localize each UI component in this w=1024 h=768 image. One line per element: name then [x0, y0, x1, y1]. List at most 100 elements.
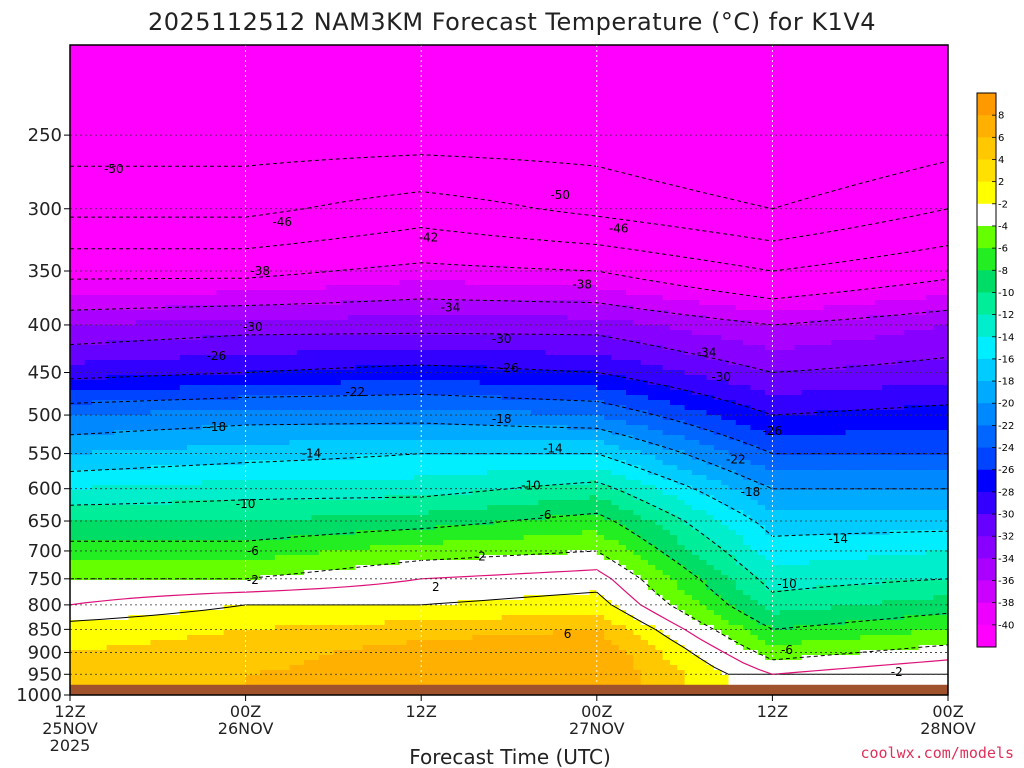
temperature-cell	[99, 315, 107, 321]
temperature-cell	[150, 190, 158, 196]
temperature-cell	[136, 155, 144, 161]
temperature-cell	[297, 125, 305, 131]
temperature-cell	[268, 315, 276, 321]
temperature-cell	[194, 660, 202, 666]
temperature-cell	[311, 165, 319, 171]
temperature-cell	[143, 60, 151, 66]
temperature-cell	[275, 375, 283, 381]
temperature-cell	[209, 230, 217, 236]
temperature-cell	[341, 460, 349, 466]
temperature-cell	[231, 640, 239, 646]
temperature-cell	[297, 100, 305, 106]
temperature-cell	[172, 275, 180, 281]
temperature-cell	[150, 555, 158, 561]
temperature-cell	[341, 180, 349, 186]
temperature-cell	[158, 525, 166, 531]
temperature-cell	[216, 310, 224, 316]
temperature-cell	[114, 250, 122, 256]
temperature-cell	[172, 640, 180, 646]
temperature-cell	[216, 170, 224, 176]
temperature-cell	[187, 400, 195, 406]
temperature-cell	[231, 130, 239, 136]
temperature-cell	[121, 680, 129, 686]
temperature-cell	[150, 160, 158, 166]
temperature-cell	[231, 145, 239, 151]
temperature-cell	[304, 475, 312, 481]
temperature-cell	[231, 405, 239, 411]
temperature-cell	[121, 660, 129, 666]
temperature-cell	[231, 100, 239, 106]
temperature-cell	[341, 490, 349, 496]
temperature-cell	[290, 110, 298, 116]
temperature-cell	[114, 405, 122, 411]
temperature-cell	[99, 460, 107, 466]
temperature-cell	[326, 265, 334, 271]
temperature-cell	[143, 555, 151, 561]
temperature-cell	[275, 360, 283, 366]
temperature-cell	[77, 85, 85, 91]
temperature-cell	[158, 280, 166, 286]
temperature-cell	[70, 525, 78, 531]
temperature-cell	[180, 390, 188, 396]
temperature-cell	[136, 55, 144, 61]
temperature-cell	[319, 420, 327, 426]
temperature-cell	[311, 75, 319, 81]
temperature-cell	[158, 155, 166, 161]
temperature-cell	[202, 305, 210, 311]
temperature-cell	[341, 605, 349, 611]
temperature-cell	[304, 115, 312, 121]
temperature-cell	[333, 290, 341, 296]
temperature-cell	[246, 80, 254, 86]
temperature-cell	[260, 185, 268, 191]
temperature-cell	[341, 45, 349, 51]
temperature-cell	[304, 635, 312, 641]
temperature-cell	[180, 635, 188, 641]
temperature-cell	[304, 200, 312, 206]
temperature-cell	[209, 190, 217, 196]
temperature-cell	[187, 470, 195, 476]
temperature-cell	[202, 390, 210, 396]
temperature-cell	[107, 405, 115, 411]
temperature-cell	[297, 195, 305, 201]
temperature-cell	[202, 330, 210, 336]
temperature-cell	[333, 305, 341, 311]
temperature-cell	[129, 205, 137, 211]
temperature-cell	[238, 250, 246, 256]
temperature-cell	[304, 575, 312, 581]
temperature-cell	[319, 305, 327, 311]
temperature-cell	[231, 430, 239, 436]
temperature-cell	[231, 595, 239, 601]
temperature-cell	[282, 115, 290, 121]
temperature-cell	[70, 415, 78, 421]
temperature-cell	[268, 605, 276, 611]
temperature-cell	[136, 90, 144, 96]
temperature-cell	[194, 350, 202, 356]
temperature-cell	[282, 100, 290, 106]
temperature-cell	[107, 330, 115, 336]
temperature-cell	[187, 365, 195, 371]
temperature-cell	[333, 85, 341, 91]
temperature-cell	[311, 230, 319, 236]
temperature-cell	[194, 310, 202, 316]
temperature-cell	[304, 655, 312, 661]
temperature-cell	[70, 75, 78, 81]
temperature-cell	[202, 275, 210, 281]
temperature-cell	[121, 245, 129, 251]
temperature-cell	[319, 330, 327, 336]
temperature-cell	[341, 470, 349, 476]
temperature-cell	[224, 210, 232, 216]
temperature-cell	[231, 585, 239, 591]
temperature-cell	[246, 340, 254, 346]
temperature-cell	[70, 285, 78, 291]
temperature-cell	[194, 220, 202, 226]
temperature-cell	[70, 390, 78, 396]
temperature-cell	[165, 105, 173, 111]
temperature-cell	[136, 665, 144, 671]
temperature-cell	[150, 345, 158, 351]
temperature-cell	[297, 630, 305, 636]
temperature-cell	[180, 455, 188, 461]
temperature-cell	[172, 310, 180, 316]
temperature-cell	[136, 180, 144, 186]
temperature-cell	[326, 535, 334, 541]
temperature-cell	[202, 140, 210, 146]
